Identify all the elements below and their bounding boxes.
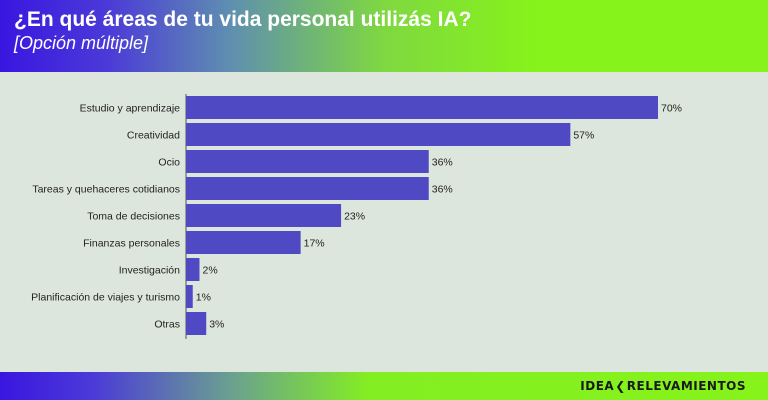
value-label: 36% bbox=[432, 184, 453, 196]
category-label: Investigación bbox=[119, 265, 180, 277]
chart-title: ¿En qué áreas de tu vida personal utiliz… bbox=[14, 8, 472, 31]
brand-logo: IDEA❮RELEVAMIENTOS bbox=[580, 379, 746, 393]
value-label: 2% bbox=[202, 265, 217, 277]
bar-0 bbox=[186, 96, 658, 119]
value-label: 17% bbox=[304, 238, 325, 250]
header-banner: ¿En qué áreas de tu vida personal utiliz… bbox=[0, 0, 768, 72]
brand-logo-right: RELEVAMIENTOS bbox=[626, 379, 746, 393]
value-label: 3% bbox=[209, 319, 224, 331]
value-label: 36% bbox=[432, 157, 453, 169]
value-label: 70% bbox=[661, 103, 682, 115]
category-label: Estudio y aprendizaje bbox=[80, 103, 181, 115]
bar-3 bbox=[186, 177, 429, 200]
value-label: 23% bbox=[344, 211, 365, 223]
bar-chart: Estudio y aprendizaje 70% Creatividad 57% Oc… bbox=[31, 94, 682, 339]
category-label: Ocio bbox=[158, 157, 180, 169]
brand-arrow-icon: ❮ bbox=[615, 379, 626, 393]
category-label: Creatividad bbox=[127, 130, 180, 142]
value-label: 57% bbox=[573, 130, 594, 142]
bar-8 bbox=[186, 312, 207, 335]
bar-5 bbox=[186, 231, 301, 254]
bar-4 bbox=[186, 204, 342, 227]
bar-2 bbox=[186, 150, 429, 173]
category-label: Planificación de viajes y turismo bbox=[31, 292, 180, 304]
category-label: Finanzas personales bbox=[83, 238, 180, 250]
value-label: 1% bbox=[196, 292, 211, 304]
category-label: Toma de decisiones bbox=[87, 211, 180, 223]
brand-logo-left: IDEA bbox=[580, 379, 615, 393]
chart-panel: Estudio y aprendizaje 70% Creatividad 57% Oc… bbox=[0, 72, 768, 372]
bar-1 bbox=[186, 123, 571, 146]
footer-banner: IDEA❮RELEVAMIENTOS bbox=[0, 372, 768, 400]
chart-subtitle: [Opción múltiple] bbox=[14, 33, 149, 53]
bar-6 bbox=[186, 258, 200, 281]
category-label: Tareas y quehaceres cotidianos bbox=[32, 184, 180, 196]
bar-7 bbox=[186, 285, 193, 308]
category-label: Otras bbox=[154, 319, 180, 331]
